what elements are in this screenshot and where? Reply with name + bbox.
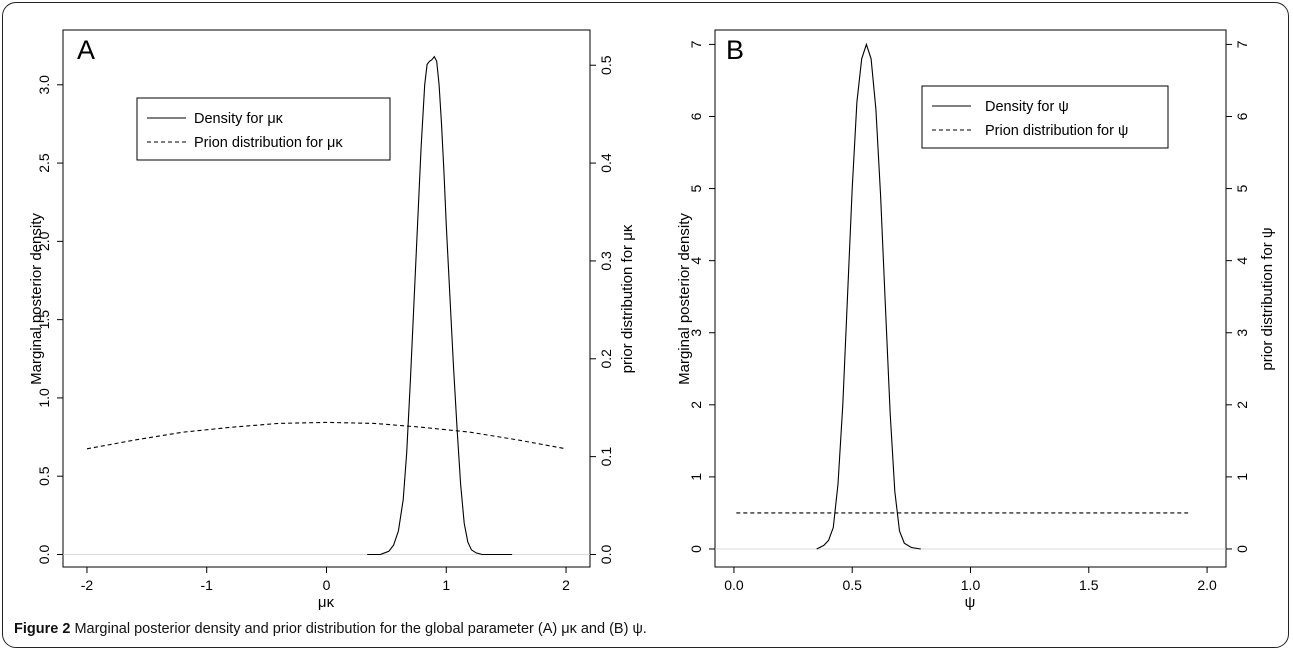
y-tick-label-right-a: 0.3 [598, 251, 614, 271]
figure-caption: Figure 2 Marginal posterior density and … [14, 621, 647, 637]
y-tick-label-left-b: 4 [688, 257, 704, 265]
y-tick-label-left-b: 5 [688, 184, 704, 192]
panel-label-a: A [77, 35, 95, 65]
y-axis-label-left-b: Marginal posterior density [676, 213, 693, 385]
y-tick-label-right-a: 0.4 [598, 153, 614, 173]
panel-b: B Marginal posterior density prior distr… [676, 29, 1276, 611]
density-line-b [816, 42, 921, 550]
y-axis-label-right-b: prior distribution for ψ [1259, 227, 1276, 370]
y-tick-label-left-b: 2 [688, 401, 704, 409]
y-tick-label-left-a: 2.0 [36, 231, 52, 251]
y-tick-label-right-b: 2 [1234, 401, 1250, 409]
x-tick-label-a: -1 [201, 577, 214, 593]
y-tick-label-left-b: 3 [688, 329, 704, 337]
y-tick-label-right-b: 0 [1234, 545, 1250, 553]
legend-entry-b-0: Density for ψ [985, 99, 1069, 115]
y-tick-label-left-a: 0.0 [36, 545, 52, 565]
y-tick-label-right-b: 6 [1234, 112, 1250, 120]
figure-canvas: A Marginal posterior density prior distr… [28, 29, 1276, 611]
y-axis-label-right-a: prior distribution for μκ [619, 224, 636, 373]
x-tick-label-a: -2 [81, 577, 94, 593]
x-tick-label-b: 0.0 [724, 577, 744, 593]
y-tick-label-left-a: 1.0 [36, 388, 52, 408]
y-tick-label-right-b: 7 [1234, 40, 1250, 48]
y-tick-label-left-a: 1.5 [36, 310, 52, 330]
y-tick-label-left-a: 0.5 [36, 466, 52, 486]
legend-entry-b-1: Prion distribution for ψ [985, 123, 1128, 139]
y-tick-label-left-a: 3.0 [36, 75, 52, 95]
x-tick-label-b: 0.5 [842, 577, 862, 593]
y-axis-label-left-a: Marginal posterior density [28, 213, 45, 385]
prior-line-a [86, 421, 567, 450]
y-tick-label-right-a: 0.5 [598, 55, 614, 75]
y-tick-label-left-b: 7 [688, 40, 704, 48]
legend-entry-a-1: Prion distribution for μκ [194, 135, 343, 151]
x-tick-label-b: 2.0 [1197, 577, 1217, 593]
density-line-a [367, 55, 513, 556]
legend-a: Density for μκ Prion distribution for μκ [136, 97, 391, 161]
caption-label: Figure 2 [14, 621, 71, 637]
x-axis-label-b: ψ [965, 594, 976, 611]
legend-box-a [136, 97, 391, 161]
x-tick-label-a: 0 [323, 577, 331, 593]
legend-b: Density for ψ Prion distribution for ψ [921, 85, 1169, 149]
x-tick-label-b: 1.5 [1079, 577, 1099, 593]
y-tick-label-left-b: 1 [688, 473, 704, 481]
y-tick-label-right-a: 0.1 [598, 447, 614, 467]
x-axis-label-a: μκ [318, 594, 335, 611]
x-tick-label-a: 1 [442, 577, 450, 593]
y-tick-label-left-a: 2.5 [36, 153, 52, 173]
y-tick-label-right-a: 0.0 [598, 545, 614, 565]
x-tick-label-b: 1.0 [961, 577, 981, 593]
y-tick-label-right-b: 5 [1234, 184, 1250, 192]
y-tick-label-left-b: 0 [688, 545, 704, 553]
y-tick-label-right-b: 1 [1234, 473, 1250, 481]
caption-text: Marginal posterior density and prior dis… [74, 621, 647, 637]
legend-box-b [921, 85, 1169, 149]
panel-label-b: B [726, 35, 744, 65]
x-tick-label-a: 2 [562, 577, 570, 593]
y-tick-label-right-a: 0.2 [598, 349, 614, 369]
y-tick-label-right-b: 4 [1234, 257, 1250, 265]
legend-entry-a-0: Density for μκ [194, 111, 284, 127]
y-tick-label-right-b: 3 [1234, 329, 1250, 337]
panel-a: A Marginal posterior density prior distr… [28, 29, 636, 611]
y-tick-label-left-b: 6 [688, 112, 704, 120]
